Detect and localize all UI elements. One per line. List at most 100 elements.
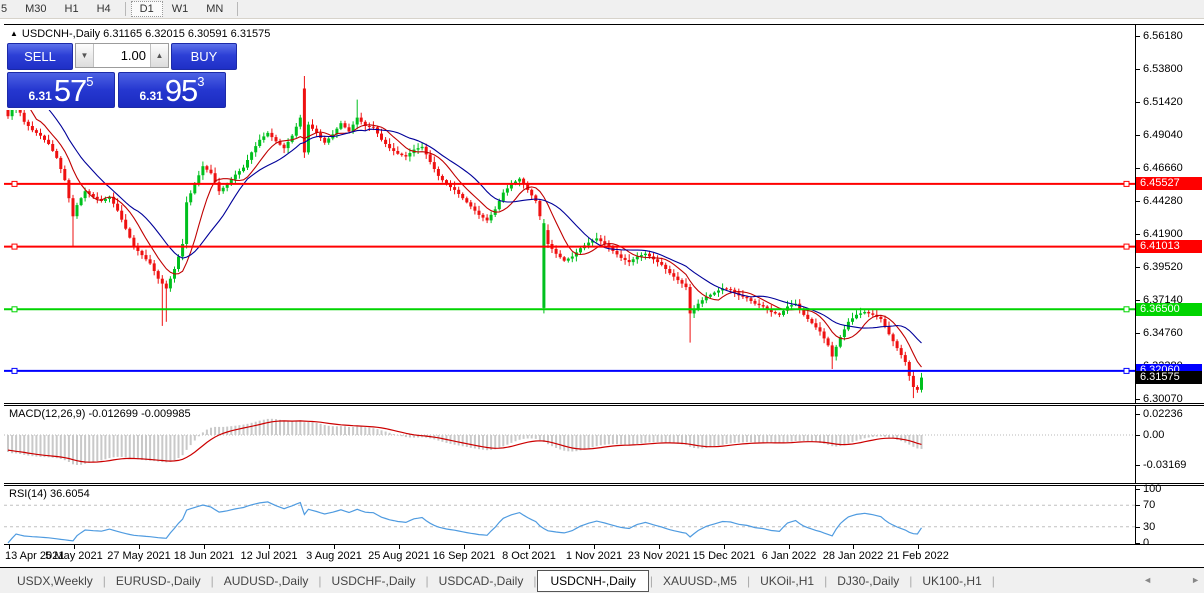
tab-separator: | bbox=[102, 573, 106, 588]
date-tick bbox=[659, 545, 660, 549]
line-price-badge: 6.45527 bbox=[1136, 177, 1202, 190]
timeframe-button-w1[interactable]: W1 bbox=[171, 3, 189, 15]
price-tick-label: 6.49040 bbox=[1143, 129, 1183, 141]
chart-tab-usdchf-daily[interactable]: USDCHF-,Daily bbox=[331, 573, 416, 588]
timeframe-button-mn[interactable]: MN bbox=[206, 3, 224, 15]
rsi-canvas[interactable]: RSI(14) 36.6054 bbox=[4, 486, 1135, 544]
line-handle[interactable] bbox=[1123, 367, 1130, 374]
rsi-pane: RSI(14) 36.6054 100 70 30 0 bbox=[4, 483, 1204, 549]
tab-scroll-left-icon[interactable]: ◄ bbox=[1143, 575, 1152, 585]
price-tick bbox=[1136, 267, 1140, 268]
date-tick bbox=[139, 545, 140, 549]
chart-window: ▲ USDCNH-,Daily 6.31165 6.32015 6.30591 6.315… bbox=[4, 24, 1204, 567]
pane-divider[interactable] bbox=[4, 403, 1204, 406]
date-tick bbox=[789, 545, 790, 549]
volume-increase-button[interactable]: ▲ bbox=[150, 44, 168, 67]
date-tick bbox=[269, 545, 270, 549]
date-tick-label: 13 Apr 2021 bbox=[5, 550, 65, 562]
date-tick-label: 3 Aug 2021 bbox=[306, 550, 362, 562]
timeframe-button-h4[interactable]: H4 bbox=[96, 3, 111, 15]
timeframe-button-m30[interactable]: M30 bbox=[25, 3, 47, 15]
tab-scroll-right-icon[interactable]: ► bbox=[1191, 575, 1200, 585]
tab-separator: | bbox=[746, 573, 751, 588]
line-handle[interactable] bbox=[11, 243, 18, 250]
chart-tab-xauusd-m5[interactable]: XAUUSD-,M5 bbox=[662, 573, 737, 588]
line-handle[interactable] bbox=[1123, 243, 1130, 250]
rsi-tick bbox=[1136, 489, 1140, 490]
price-tick-label: 6.46660 bbox=[1143, 162, 1183, 174]
buy-button[interactable]: BUY bbox=[171, 43, 237, 70]
price-tick bbox=[1136, 102, 1140, 103]
sell-price-pip: 5 bbox=[86, 74, 94, 89]
main-chart-canvas[interactable]: ▲ USDCNH-,Daily 6.31165 6.32015 6.30591 6.315… bbox=[4, 25, 1135, 403]
chart-tab-usdcnh-daily[interactable]: USDCNH-,Daily bbox=[537, 569, 649, 592]
chevron-up-icon: ▲ bbox=[155, 51, 164, 60]
tab-separator: | bbox=[533, 573, 537, 588]
sell-button[interactable]: SELL bbox=[7, 43, 73, 70]
chart-tab-ukoil-h1[interactable]: UKOil-,H1 bbox=[760, 573, 815, 588]
line-handle[interactable] bbox=[11, 306, 18, 313]
rsi-axis: 100 70 30 0 bbox=[1135, 483, 1204, 549]
one-click-trade-panel: SELL ▼ ▲ BUY 6.31 57 5 6.31 bbox=[5, 41, 239, 110]
tab-separator: | bbox=[824, 573, 828, 588]
date-tick bbox=[464, 545, 465, 549]
price-tick bbox=[1136, 69, 1140, 70]
timeframe-button-h1[interactable]: H1 bbox=[64, 3, 79, 15]
date-tick-label: 8 Oct 2021 bbox=[502, 550, 556, 562]
macd-signal-line bbox=[7, 420, 922, 463]
ma-fast-line[interactable] bbox=[7, 77, 922, 368]
macd-tick-label: -0.03169 bbox=[1143, 459, 1187, 471]
pane-bottom-border bbox=[4, 544, 1204, 545]
price-tick bbox=[1136, 168, 1140, 169]
macd-tick bbox=[1136, 465, 1140, 466]
ma-slow-line[interactable] bbox=[7, 65, 922, 344]
macd-axis: 0.02236 0.00 -0.03169 bbox=[1135, 406, 1204, 483]
buy-price-display[interactable]: 6.31 95 3 bbox=[118, 72, 226, 108]
chart-tab-eurusd-daily[interactable]: EURUSD-,Daily bbox=[115, 573, 201, 588]
rsi-tick-label: 100 bbox=[1143, 483, 1162, 495]
date-tick bbox=[594, 545, 595, 549]
macd-label: MACD(12,26,9) bbox=[9, 408, 86, 420]
date-tick-label: 21 Feb 2022 bbox=[887, 550, 949, 562]
price-tick bbox=[1136, 36, 1140, 37]
price-tick-label: 6.51420 bbox=[1143, 96, 1183, 108]
date-tick-label: 27 May 2021 bbox=[107, 550, 171, 562]
timeframe-button-5[interactable]: 5 bbox=[1, 3, 8, 15]
macd-canvas[interactable]: MACD(12,26,9) -0.012699 -0.009985 bbox=[4, 406, 1135, 483]
toolbar-gap bbox=[0, 19, 1204, 24]
macd-tick-label: 0.02236 bbox=[1143, 408, 1183, 420]
buy-price-pip: 3 bbox=[197, 74, 205, 89]
line-handle[interactable] bbox=[1123, 306, 1130, 313]
pane-divider[interactable] bbox=[4, 483, 1204, 486]
line-handle[interactable] bbox=[11, 180, 18, 187]
chart-tab-usdx-weekly[interactable]: USDX,Weekly bbox=[17, 573, 93, 588]
line-handle[interactable] bbox=[11, 367, 18, 374]
date-tick bbox=[74, 545, 75, 549]
sell-price-prefix: 6.31 bbox=[28, 89, 52, 103]
date-tick-label: 25 Aug 2021 bbox=[368, 550, 430, 562]
chart-tab-dj30-daily[interactable]: DJ30-,Daily bbox=[837, 573, 900, 588]
volume-input[interactable] bbox=[94, 44, 150, 67]
tab-separator: | bbox=[909, 573, 913, 588]
timeframe-button-d1[interactable]: D1 bbox=[130, 1, 163, 17]
rsi-tick bbox=[1136, 543, 1140, 544]
rsi-tick bbox=[1136, 527, 1140, 528]
chart-tab-uk100-h1[interactable]: UK100-,H1 bbox=[922, 573, 982, 588]
macd-tick bbox=[1136, 435, 1140, 436]
buy-price-prefix: 6.31 bbox=[139, 89, 163, 103]
sell-price-display[interactable]: 6.31 57 5 bbox=[7, 72, 115, 108]
date-tick-label: 18 Jun 2021 bbox=[173, 550, 235, 562]
chart-tab-audusd-daily[interactable]: AUDUSD-,Daily bbox=[223, 573, 309, 588]
price-tick-label: 6.56180 bbox=[1143, 30, 1183, 42]
tab-separator: | bbox=[649, 573, 653, 588]
symbol-title: USDCNH-,Daily bbox=[21, 28, 101, 40]
chart-tab-bar: USDX,Weekly | EURUSD-,Daily | AUDUSD-,Daily |… bbox=[0, 567, 1204, 593]
date-tick-label: 16 Sep 2021 bbox=[432, 550, 496, 562]
collapse-arrow-icon[interactable]: ▲ bbox=[10, 29, 18, 38]
volume-decrease-button[interactable]: ▼ bbox=[76, 44, 94, 67]
tab-separator: | bbox=[318, 573, 322, 588]
chart-tab-usdcad-daily[interactable]: USDCAD-,Daily bbox=[438, 573, 524, 588]
line-handle[interactable] bbox=[1123, 180, 1130, 187]
ohlc-open: 6.31165 bbox=[103, 28, 143, 40]
macd-tick-label: 0.00 bbox=[1143, 429, 1165, 441]
